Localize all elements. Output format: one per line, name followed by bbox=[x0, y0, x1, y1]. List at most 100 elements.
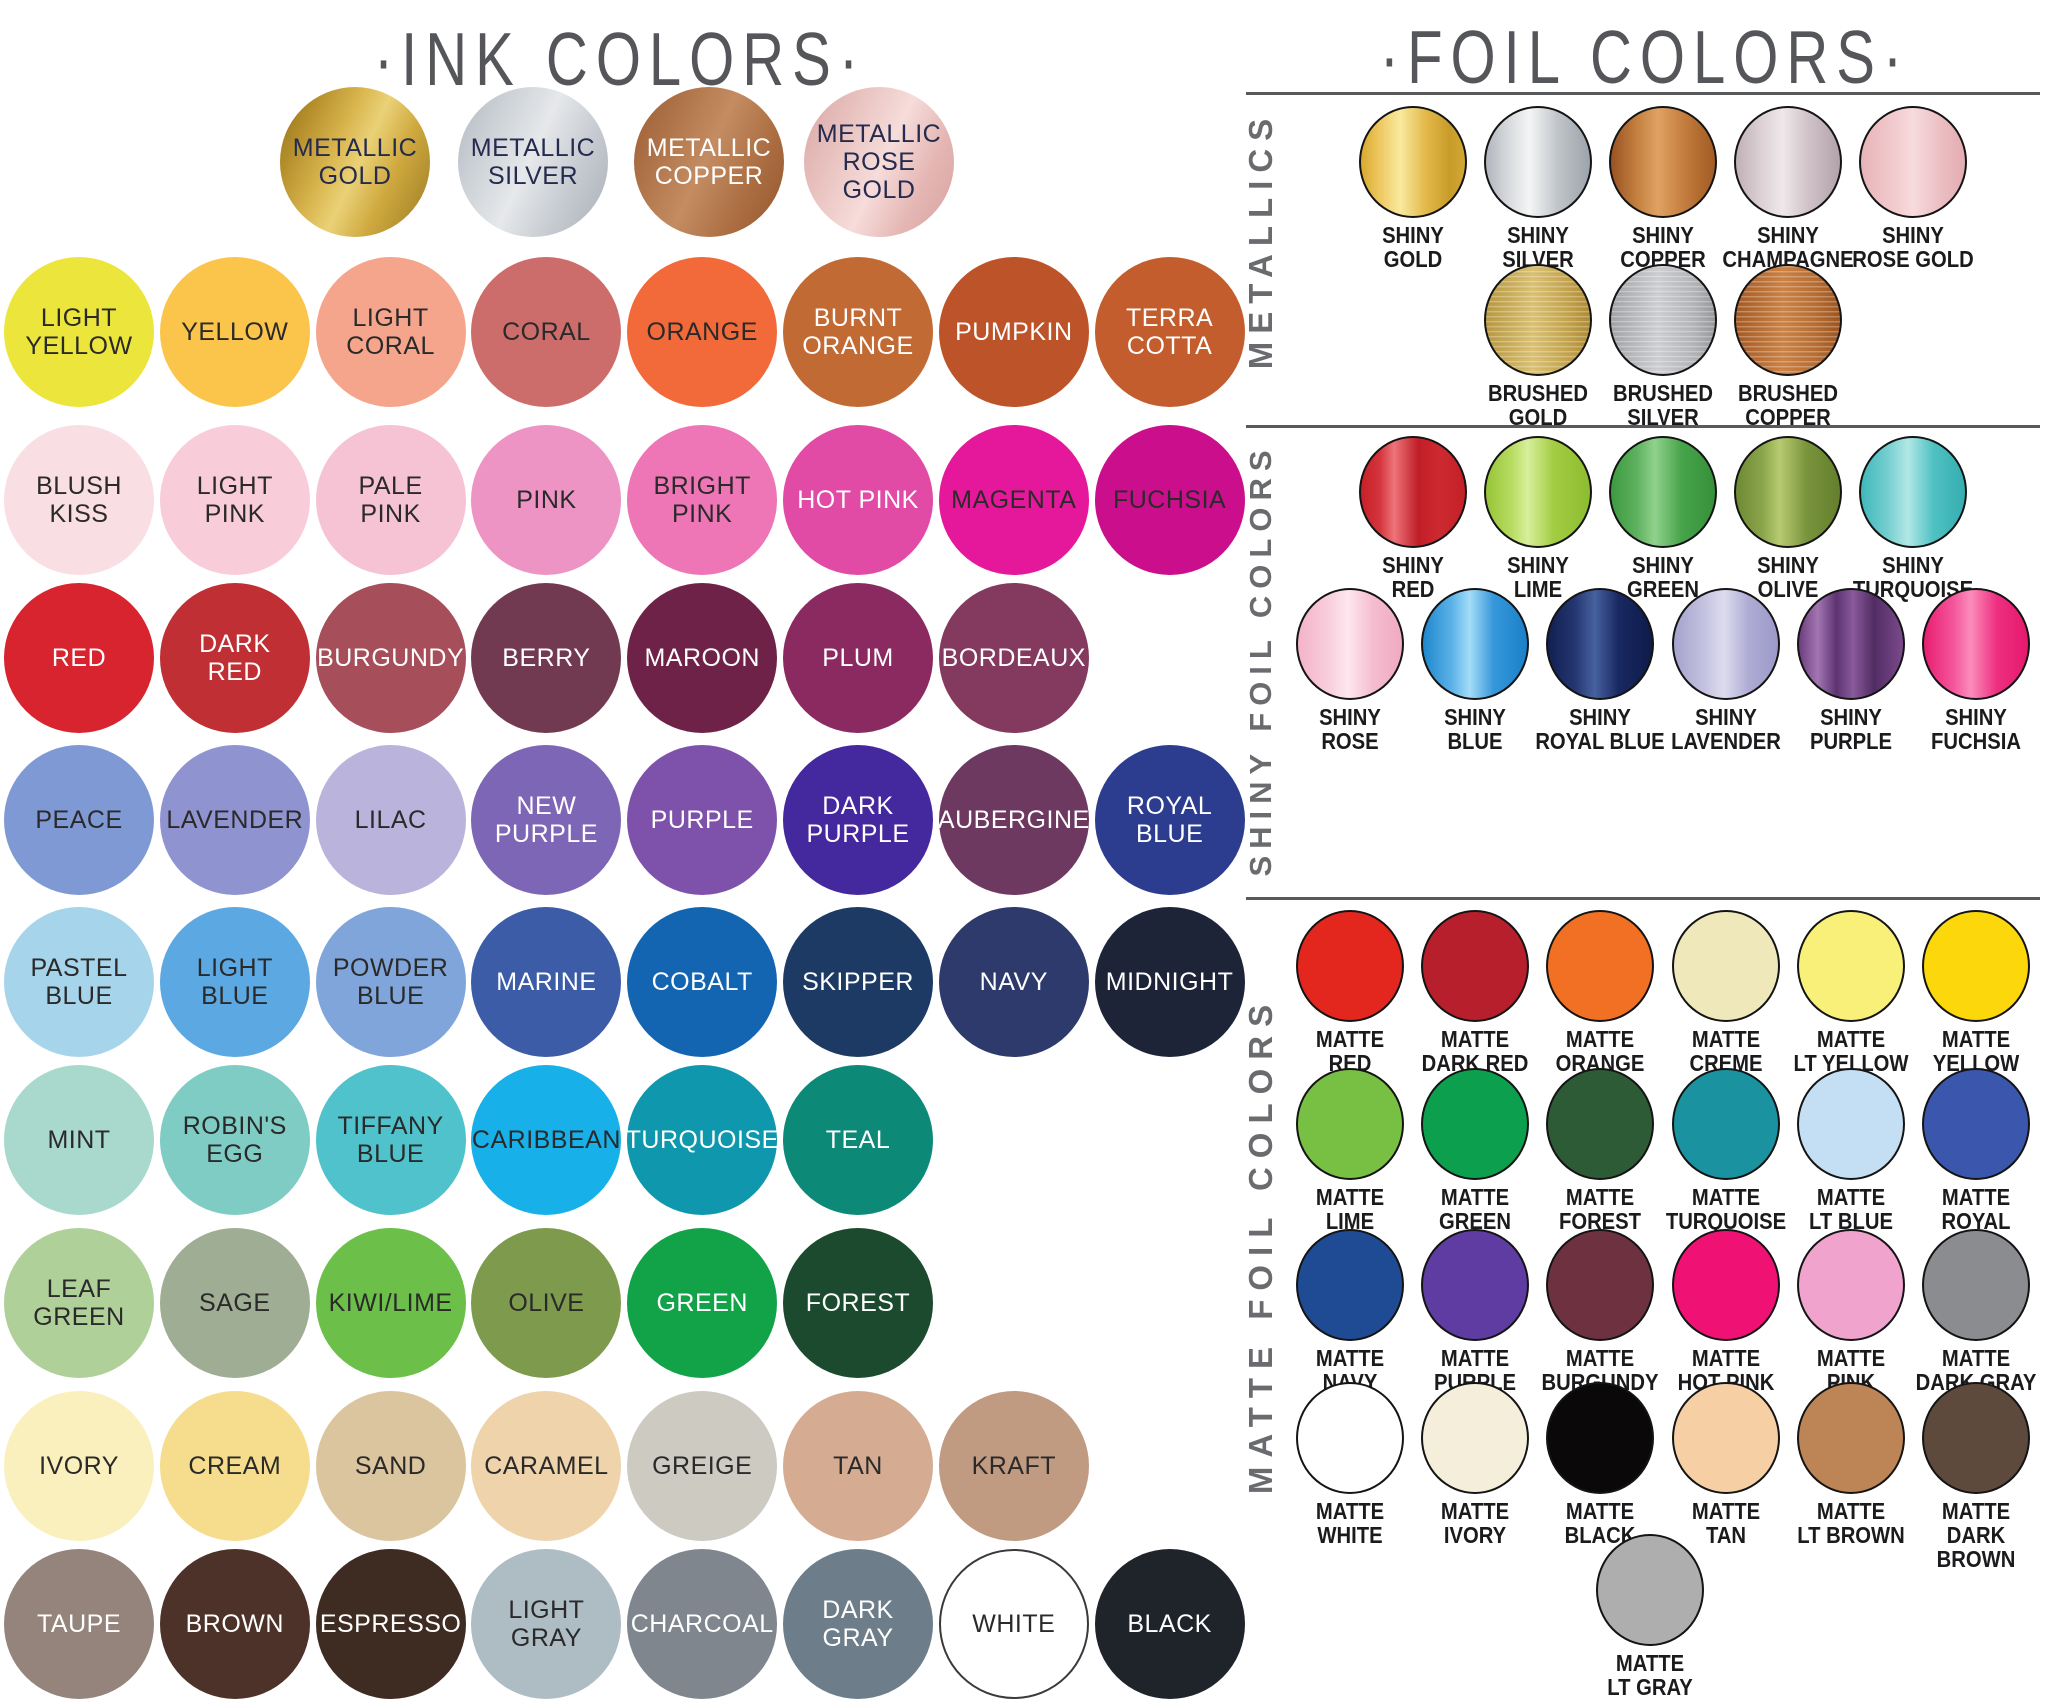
foil-color-circle bbox=[1609, 106, 1717, 218]
ink-color-label: WHITE bbox=[972, 1610, 1056, 1638]
foil-color-label: MATTE TURQUOISE bbox=[1665, 1184, 1786, 1234]
ink-color-label: YELLOW bbox=[181, 318, 289, 346]
ink-color-label: TIFFANY BLUE bbox=[337, 1112, 444, 1168]
ink-color-circle: PINK bbox=[471, 425, 622, 575]
ink-color-circle: METALLIC ROSE GOLD bbox=[804, 87, 954, 237]
foil-color-label: SHINY RED bbox=[1381, 552, 1444, 602]
foil-color-label: MATTE CREME bbox=[1689, 1026, 1763, 1076]
ink-color-label: KRAFT bbox=[971, 1452, 1057, 1480]
ink-color-label: BROWN bbox=[185, 1610, 284, 1638]
foil-color-label: MATTE LT BROWN bbox=[1797, 1498, 1905, 1548]
ink-color-circle: METALLIC GOLD bbox=[280, 87, 430, 237]
foil-color-circle bbox=[1609, 436, 1717, 548]
ink-color-circle: HOT PINK bbox=[783, 425, 933, 575]
foil-color-circle bbox=[1796, 588, 1905, 700]
foil-color-circle bbox=[1671, 1068, 1780, 1180]
ink-color-label: PUMPKIN bbox=[955, 318, 1073, 346]
foil-color-circle bbox=[1734, 264, 1843, 376]
ink-color-circle: TERRA COTTA bbox=[1094, 257, 1245, 407]
ink-color-circle: PALE PINK bbox=[315, 425, 466, 575]
ink-color-circle: ESPRESSO bbox=[315, 1549, 466, 1699]
ink-color-circle: BLACK bbox=[1094, 1549, 1245, 1699]
ink-color-circle: PEACE bbox=[4, 745, 154, 895]
foil-color-label: SHINY LIME bbox=[1506, 552, 1569, 602]
ink-color-label: METALLIC COPPER bbox=[646, 134, 772, 190]
ink-color-circle: BRIGHT PINK bbox=[627, 425, 778, 575]
foil-color-circle bbox=[1546, 1229, 1655, 1341]
foil-color-circle bbox=[1546, 588, 1655, 700]
ink-color-circle: KRAFT bbox=[938, 1391, 1089, 1541]
ink-colors-title: ·INK COLORS· bbox=[373, 17, 867, 102]
ink-color-label: TERRA COTTA bbox=[1125, 304, 1214, 360]
ink-color-circle: ROYAL BLUE bbox=[1094, 745, 1245, 895]
foil-color-label: MATTE TAN bbox=[1691, 1498, 1760, 1548]
ink-color-label: MARINE bbox=[496, 968, 597, 996]
ink-color-label: CREAM bbox=[188, 1452, 282, 1480]
ink-color-label: ROYAL BLUE bbox=[1126, 792, 1213, 848]
foil-color-label: SHINY TURQUOISE bbox=[1853, 552, 1974, 602]
ink-color-label: METALLIC SILVER bbox=[470, 134, 596, 190]
foil-color-label: SHINY BLUE bbox=[1444, 704, 1507, 754]
ink-color-label: BURGUNDY bbox=[317, 644, 465, 672]
ink-color-circle: NEW PURPLE bbox=[471, 745, 622, 895]
ink-color-circle: LILAC bbox=[315, 745, 466, 895]
foil-color-label: SHINY GREEN bbox=[1627, 552, 1699, 602]
ink-color-label: DARK GRAY bbox=[822, 1596, 894, 1652]
ink-color-label: FOREST bbox=[805, 1289, 911, 1317]
ink-color-circle: GREIGE bbox=[627, 1391, 778, 1541]
foil-color-circle bbox=[1296, 1229, 1404, 1341]
foil-color-circle bbox=[1296, 1068, 1404, 1180]
ink-color-label: LIGHT YELLOW bbox=[25, 304, 133, 360]
ink-color-circle: LIGHT GRAY bbox=[471, 1549, 622, 1699]
ink-color-circle: CARAMEL bbox=[471, 1391, 622, 1541]
ink-color-label: BORDEAUX bbox=[941, 644, 1086, 672]
ink-color-label: METALLIC GOLD bbox=[292, 134, 418, 190]
ink-color-circle: DARK RED bbox=[159, 583, 310, 733]
foil-color-label: MATTE LT BLUE bbox=[1808, 1184, 1893, 1234]
ink-color-label: PALE PINK bbox=[358, 472, 423, 528]
ink-color-circle: TAN bbox=[783, 1391, 933, 1541]
foil-color-label: SHINY OLIVE bbox=[1757, 552, 1820, 602]
foil-color-circle bbox=[1421, 588, 1530, 700]
ink-color-circle: BORDEAUX bbox=[938, 583, 1089, 733]
ink-color-circle: FOREST bbox=[783, 1228, 933, 1378]
foil-color-circle bbox=[1796, 1229, 1905, 1341]
ink-color-circle: SAND bbox=[315, 1391, 466, 1541]
ink-color-circle: CREAM bbox=[159, 1391, 310, 1541]
ink-color-circle: COBALT bbox=[627, 907, 778, 1057]
ink-color-circle: TURQUOISE bbox=[626, 1065, 778, 1215]
ink-color-label: OLIVE bbox=[508, 1289, 585, 1317]
ink-color-circle: MIDNIGHT bbox=[1094, 907, 1245, 1057]
foil-color-label: SHINY SILVER bbox=[1501, 222, 1574, 272]
foil-color-circle bbox=[1671, 910, 1780, 1022]
ink-color-label: PEACE bbox=[35, 806, 123, 834]
foil-color-circle bbox=[1671, 1382, 1780, 1494]
ink-color-label: GREEN bbox=[656, 1289, 748, 1317]
ink-color-label: KIWI/LIME bbox=[328, 1289, 453, 1317]
foil-colors-title: ·FOIL COLORS· bbox=[1379, 15, 1911, 100]
ink-color-label: CORAL bbox=[502, 318, 591, 346]
ink-color-label: MINT bbox=[47, 1126, 111, 1154]
ink-color-circle: MAROON bbox=[627, 583, 778, 733]
ink-color-circle: MARINE bbox=[471, 907, 622, 1057]
foil-color-circle bbox=[1922, 910, 2030, 1022]
ink-color-circle: METALLIC COPPER bbox=[634, 87, 784, 237]
ink-color-circle: GREEN bbox=[627, 1228, 778, 1378]
foil-color-circle bbox=[1296, 1382, 1404, 1494]
ink-color-circle: IVORY bbox=[4, 1391, 154, 1541]
ink-color-label: MIDNIGHT bbox=[1105, 968, 1234, 996]
foil-color-circle bbox=[1483, 106, 1592, 218]
section-label-metallics: METALLICS bbox=[1242, 110, 1279, 370]
foil-color-circle bbox=[1296, 588, 1404, 700]
ink-color-circle: ORANGE bbox=[627, 257, 778, 407]
ink-color-label: DARK RED bbox=[199, 630, 271, 686]
ink-color-circle: AUBERGINE bbox=[938, 745, 1089, 895]
ink-color-circle: LIGHT CORAL bbox=[315, 257, 466, 407]
ink-color-label: BLUSH KISS bbox=[36, 472, 122, 528]
foil-color-label: SHINY ROSE bbox=[1319, 704, 1381, 754]
foil-color-label: SHINY LAVENDER bbox=[1670, 704, 1781, 754]
foil-color-label: MATTE BURGUNDY bbox=[1542, 1345, 1659, 1394]
foil-color-circle bbox=[1671, 588, 1780, 700]
ink-color-label: SAGE bbox=[199, 1289, 271, 1317]
foil-color-circle bbox=[1922, 588, 2030, 700]
